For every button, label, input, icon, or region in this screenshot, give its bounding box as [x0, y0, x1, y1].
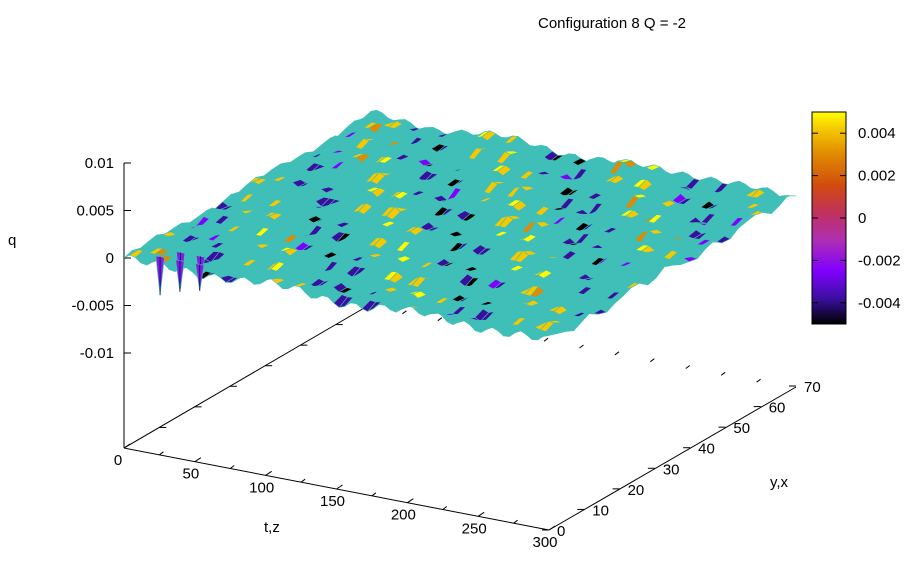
x-tick [477, 511, 485, 517]
x-tick [548, 525, 556, 531]
x-tick-label: 300 [532, 534, 557, 551]
surface-mesh [123, 109, 797, 341]
x-back-tick [402, 310, 407, 315]
x-back-tick [614, 351, 620, 356]
x-minor-tick [513, 519, 518, 524]
y-tick-label: 70 [804, 379, 821, 396]
x-tick [336, 484, 343, 490]
colorbar-tick-label: -0.004 [858, 295, 901, 312]
x-back-tick [579, 344, 584, 349]
x-back-tick [543, 337, 549, 342]
x-back-tick [685, 365, 691, 369]
y-tick-label: 60 [769, 400, 786, 417]
x-back-tick [756, 378, 761, 383]
x-tick-label: 200 [391, 507, 416, 524]
z-tick-label: -0.005 [71, 298, 114, 315]
y-tick-label: 30 [663, 461, 680, 478]
chart-title: Configuration 8 Q = -2 [538, 15, 686, 32]
base-axes: 0 50 100 150 200 250 300 0 10 20 30 40 50 60 70 t,z y… [114, 303, 821, 551]
x-axis-label: t,z [264, 519, 280, 536]
colorbar-tick-label: -0.002 [858, 252, 901, 269]
x-tick-label: 50 [182, 466, 199, 483]
x-tick-label: 150 [320, 493, 345, 510]
x-back-tick [720, 371, 726, 376]
y-tick-label: 0 [557, 523, 565, 540]
colorbar: 0.004 0.002 0 -0.002 -0.004 [811, 111, 901, 325]
z-axis-label: q [8, 232, 16, 249]
x-minor-tick [229, 465, 235, 469]
x-tick [407, 498, 414, 504]
z-tick-label: 0 [106, 250, 114, 267]
colorbar-tick-label: 0 [858, 210, 866, 227]
x-back-tick [437, 317, 443, 322]
z-axis: 0.01 0.005 0 -0.005 -0.01 q [8, 155, 131, 448]
x-back-tick [650, 358, 655, 363]
z-tick-label: 0.01 [85, 155, 114, 172]
x-minor-tick [159, 451, 164, 456]
y-tick-label: 40 [698, 441, 715, 458]
colorbar-tick-label: 0.004 [858, 125, 896, 142]
x-tick-label: 100 [249, 479, 274, 496]
x-tick [194, 457, 202, 463]
x-tick [265, 470, 272, 476]
y-tick-label: 50 [733, 420, 750, 437]
x-minor-tick [300, 478, 306, 483]
y-axis-label: y,x [770, 474, 789, 491]
surface-facet [543, 331, 558, 337]
colorbar-tick-label: 0.002 [858, 168, 896, 185]
z-tick-label: -0.01 [80, 345, 114, 362]
x-tick-label: 0 [114, 452, 122, 469]
x-minor-tick [371, 492, 377, 497]
z-tick-label: 0.005 [76, 203, 114, 220]
x-minor-tick [442, 506, 448, 510]
y-tick-label: 20 [628, 482, 645, 499]
x-tick-label: 250 [462, 520, 487, 537]
x-tick [123, 443, 131, 449]
y-tick-label: 10 [592, 502, 609, 519]
